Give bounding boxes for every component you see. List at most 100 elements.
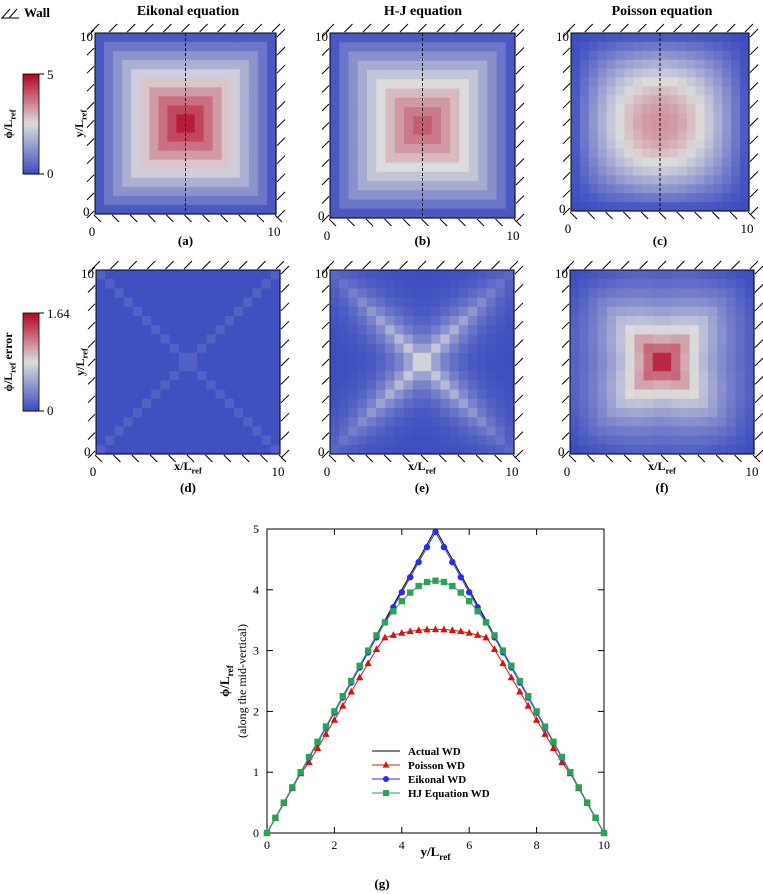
heatmap-cell [468, 417, 478, 427]
heatmap-cell [717, 279, 727, 289]
wall-hatch-mark [280, 376, 290, 385]
heatmap-cell [634, 297, 645, 308]
heatmap-cell [376, 107, 387, 117]
heatmap-cell [212, 114, 223, 125]
heatmap-cell [248, 168, 259, 179]
panel-label: (f) [656, 480, 669, 495]
heatmap-cell [412, 426, 423, 437]
heatmap-cell [158, 60, 168, 70]
heatmap-cell [588, 50, 599, 61]
wall-hatch-mark [749, 64, 759, 73]
heatmap-cell [504, 297, 515, 308]
heatmap-cell [185, 33, 196, 43]
heatmap-cell [230, 87, 241, 97]
heatmap-cell [708, 389, 718, 400]
heatmap-cell [194, 123, 205, 134]
heatmap-cell [668, 175, 679, 185]
heatmap-cell [449, 389, 460, 400]
heatmap-cell [330, 306, 340, 317]
heatmap-cell [158, 186, 168, 197]
wall-hatch-mark [657, 260, 667, 270]
heatmap-cell [677, 59, 688, 70]
heatmap-cell [385, 343, 395, 354]
heatmap-cell [412, 398, 423, 409]
heatmap-cell [588, 352, 599, 363]
heatmap-cell [261, 435, 272, 446]
heatmap-cell [221, 159, 232, 170]
legend-marker [383, 776, 389, 782]
heatmap-cell [505, 153, 516, 164]
legend-label: HJ Equation WD [408, 788, 490, 800]
heatmap-cell [726, 306, 737, 317]
heatmap-cell [597, 334, 608, 345]
wall-hatch-mark [562, 47, 571, 56]
heatmap-cell [468, 97, 479, 108]
heatmap-cell [450, 79, 461, 90]
heatmap-cell [142, 426, 152, 437]
wall-hatch-mark [321, 140, 330, 149]
heatmap-cell [597, 122, 608, 132]
heatmap-cell [131, 123, 141, 134]
heatmap-cell [615, 166, 625, 176]
heatmap-cell [571, 157, 581, 168]
heatmap-cell [203, 168, 214, 179]
heatmap-cell [348, 134, 359, 145]
heatmap-cell [142, 352, 152, 363]
heatmap-cell [686, 59, 697, 70]
heatmap-cell [431, 389, 441, 400]
heatmap-cell [188, 426, 198, 437]
heatmap-cell [188, 417, 198, 427]
heatmap-cell [234, 325, 244, 335]
heatmap-cell [167, 42, 178, 52]
heatmap-cell [680, 297, 691, 308]
heatmap-cell [104, 78, 114, 88]
wall-hatch-mark [380, 260, 390, 270]
heatmap-cell [132, 417, 143, 427]
heatmap-cell [662, 435, 672, 446]
heatmap-cell [708, 334, 718, 345]
heatmap-cell [95, 195, 105, 206]
heatmap-cell [643, 417, 654, 427]
heatmap-cell [713, 68, 723, 79]
heatmap-cell [376, 325, 386, 335]
heatmap-cell [689, 371, 700, 381]
heatmap-cell [597, 139, 608, 150]
heatmap-cell [394, 417, 405, 427]
heatmap-cell [616, 362, 626, 372]
heatmap-cell [624, 113, 634, 123]
heatmap-cell [458, 408, 469, 418]
heatmap-cell [698, 444, 709, 455]
heatmap-cell [221, 69, 232, 79]
heatmap-cell [744, 343, 755, 354]
heatmap-cell [248, 150, 259, 161]
heatmap-cell [257, 33, 268, 43]
heatmap-cell [487, 116, 498, 127]
heatmap-cell [468, 279, 478, 289]
heatmap-cell [597, 343, 608, 354]
heatmap-cell [486, 362, 497, 372]
heatmap-cell [404, 134, 414, 145]
y-tick-label: 1 [253, 765, 259, 779]
colorbar-swatch [23, 129, 39, 133]
heatmap-cell [651, 113, 661, 123]
heatmap-cell [588, 130, 599, 141]
heatmap-cell [412, 343, 423, 354]
wall-hatch-mark [202, 260, 211, 270]
heatmap-cell [717, 435, 727, 446]
heatmap-cell [357, 33, 368, 43]
heatmap-cell [597, 130, 608, 141]
heatmap-cell [744, 380, 755, 391]
heatmap-cell [487, 208, 498, 219]
heatmap-cell [348, 306, 359, 317]
heatmap-cell [348, 343, 359, 354]
heatmap-cell [431, 208, 442, 219]
heatmap-cell [221, 177, 232, 188]
heatmap-cell [385, 190, 396, 201]
heatmap-cell [206, 417, 217, 427]
wall-hatch-mark [402, 454, 410, 463]
heatmap-cell [412, 389, 423, 400]
heatmap-cell [385, 134, 396, 145]
heatmap-cell [625, 444, 635, 455]
heatmap-cell [366, 279, 377, 289]
heatmap-cell [188, 362, 198, 372]
